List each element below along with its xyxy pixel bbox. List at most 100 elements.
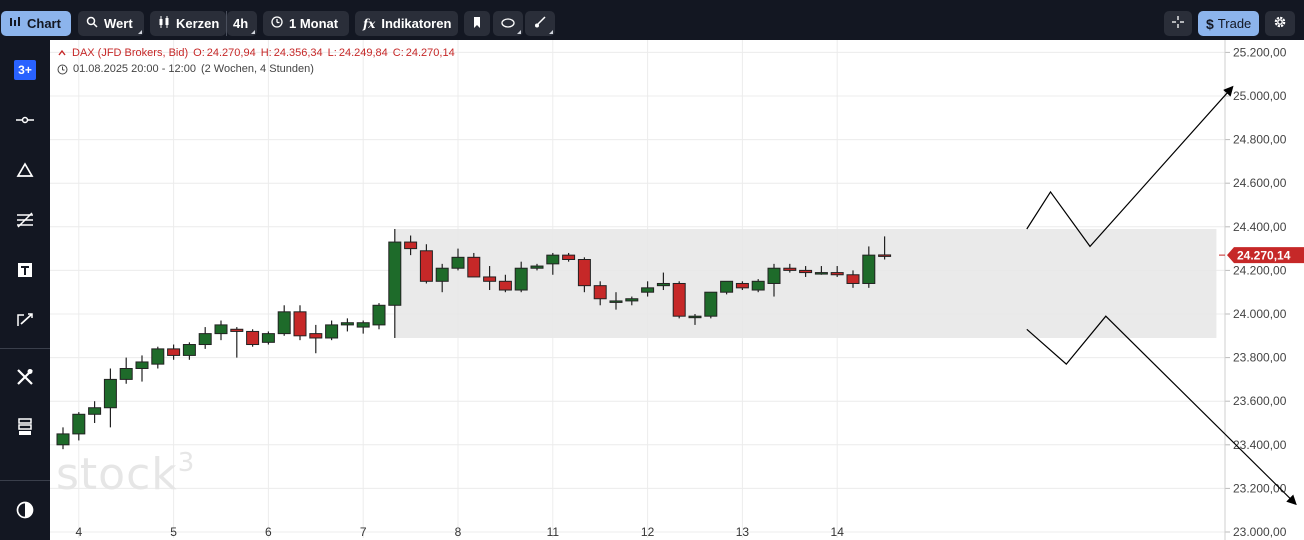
current-price-label: 24.270,14: [1237, 249, 1291, 263]
chart-legend: DAX (JFD Brokers, Bid) O: 24.270,94 H: 24.…: [57, 45, 455, 77]
brush-tool-button[interactable]: [525, 11, 555, 36]
candle-body: [72, 413, 86, 435]
layers-button[interactable]: [0, 412, 50, 442]
candle-body: [514, 267, 528, 291]
range-button[interactable]: 1 Monat: [263, 11, 349, 36]
x-tick-label: 8: [455, 525, 462, 539]
corner-indicator: [517, 30, 521, 34]
candle-body: [293, 311, 307, 337]
consolidation-range-box: [394, 228, 1217, 338]
collapse-chevron-icon[interactable]: [57, 48, 67, 58]
value-button[interactable]: Wert: [78, 11, 144, 36]
watermark-text: stock: [56, 449, 178, 500]
candle-body: [451, 256, 465, 269]
candle-body: [593, 285, 607, 300]
gear-icon: [1273, 15, 1287, 32]
candle-body: [735, 282, 749, 289]
period-row: 01.08.2025 20:00 - 12:00 (2 Wochen, 4 St…: [57, 61, 455, 77]
candle-body: [404, 241, 418, 250]
range-button-label: 1 Monat: [289, 16, 339, 31]
candles-button[interactable]: Kerzen: [150, 11, 226, 36]
y-tick-label: 23.600,00: [1233, 394, 1287, 408]
low-value: 24.249,84: [338, 47, 388, 59]
watermark-logo: stock3: [56, 448, 195, 500]
candle-body: [435, 267, 449, 282]
candle-body: [862, 254, 876, 284]
candle-icon: [158, 16, 170, 31]
candle-body: [625, 298, 639, 302]
text-tool[interactable]: [0, 255, 50, 285]
horizontal-line-tool[interactable]: [0, 105, 50, 135]
candle-body: [182, 344, 196, 356]
crosshair-button[interactable]: [1164, 11, 1192, 36]
interval-button-label: 4h: [233, 16, 249, 31]
high-key: H:: [260, 47, 272, 59]
candle-body: [135, 361, 149, 369]
candle-body: [103, 378, 117, 409]
candle-body: [577, 259, 591, 287]
candle-body: [688, 315, 702, 319]
function-icon: fx: [363, 16, 376, 31]
instrument-name: DAX (JFD Brokers, Bid): [72, 47, 189, 59]
candle-body: [246, 330, 260, 346]
bookmark-button[interactable]: [464, 11, 490, 36]
x-tick-label: 12: [641, 525, 655, 539]
x-tick-label: 13: [736, 525, 750, 539]
triangle-icon: [16, 162, 34, 177]
candle-body: [167, 348, 181, 356]
tools-button[interactable]: [0, 362, 50, 392]
bearish-scenario-arrow: [1026, 315, 1297, 506]
open-value: 24.270,94: [206, 47, 256, 59]
candle-body: [277, 311, 291, 335]
contrast-icon: [16, 501, 34, 519]
corner-indicator: [549, 30, 553, 34]
triangle-tool[interactable]: [0, 155, 50, 185]
search-icon: [86, 16, 98, 31]
candle-body: [704, 291, 718, 317]
current-price-badge: [1227, 247, 1304, 264]
chart-button-label: Chart: [27, 16, 61, 31]
pencil-tool[interactable]: [0, 305, 50, 335]
value-button-label: Wert: [104, 16, 133, 31]
candle-body: [672, 282, 686, 317]
settings-button[interactable]: [1265, 11, 1295, 36]
crosshair-icon: [1172, 16, 1184, 31]
x-tick-label: 7: [360, 525, 367, 539]
y-tick-label: 23.200,00: [1233, 481, 1287, 495]
y-tick-label: 23.800,00: [1233, 351, 1287, 365]
fibonacci-tool[interactable]: [0, 205, 50, 235]
candle-body: [483, 276, 497, 282]
chart-icon: [9, 16, 21, 31]
candle-body: [751, 280, 765, 291]
add-chart-button[interactable]: 3+: [0, 55, 50, 85]
x-tick-label: 11: [547, 525, 560, 539]
chart-button[interactable]: Chart: [1, 11, 71, 36]
candle-body: [388, 241, 402, 306]
ellipse-tool-button[interactable]: [493, 11, 523, 36]
candle-body: [230, 328, 244, 332]
candles-button-label: Kerzen: [176, 16, 220, 31]
theme-toggle[interactable]: [0, 495, 50, 525]
y-tick-label: 24.800,00: [1233, 133, 1287, 147]
price-chart[interactable]: 23.000,00 23.200,00 23.400,00 23.600,00 23.8…: [50, 40, 1304, 540]
candle-body: [846, 274, 860, 284]
candle-body: [641, 287, 655, 293]
indicators-button[interactable]: fx Indikatoren: [355, 11, 458, 36]
interval-button[interactable]: 4h: [227, 11, 257, 36]
y-tick-label: 23.400,00: [1233, 438, 1287, 452]
candle-body: [214, 324, 228, 335]
text-icon: [18, 263, 32, 277]
y-tick-label: 24.200,00: [1233, 263, 1287, 277]
candle-body: [356, 322, 370, 328]
candle-body: [88, 407, 102, 415]
candle-body: [325, 324, 339, 339]
close-key: C:: [392, 47, 404, 59]
x-tick-label: 14: [831, 525, 845, 539]
candle-body: [656, 282, 670, 287]
indicators-button-label: Indikatoren: [381, 16, 452, 31]
trade-button[interactable]: $ Trade: [1198, 11, 1259, 36]
x-tick-label: 5: [170, 525, 177, 539]
high-value: 24.356,34: [273, 47, 323, 59]
candle-body: [878, 254, 892, 257]
candle-body: [467, 256, 481, 278]
